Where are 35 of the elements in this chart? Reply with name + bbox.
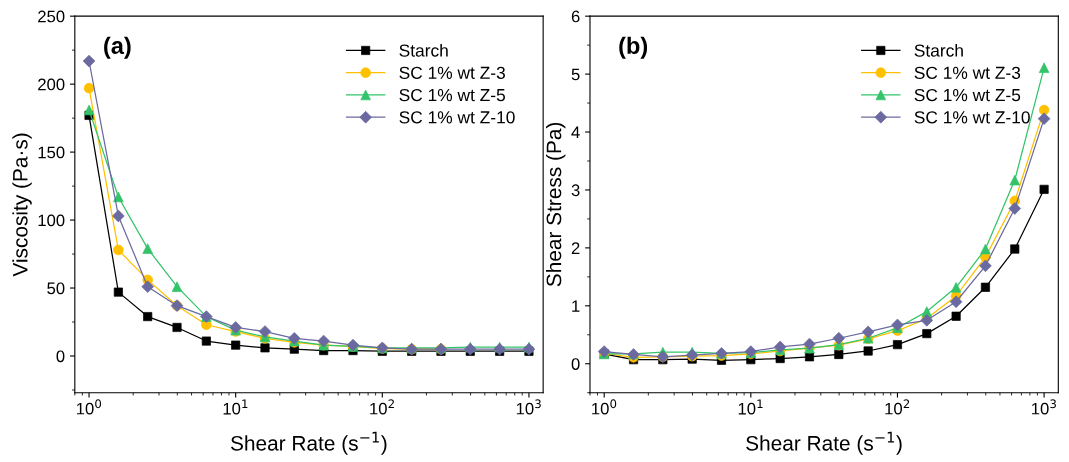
- x-axis-title: Shear Rate (s$^{−1}$): [746, 431, 902, 455]
- y-tick-label: 200: [38, 78, 65, 91]
- y-tick-label: 6: [571, 10, 580, 23]
- y-tick-label: 50: [47, 282, 65, 295]
- x-tick-label: 10$^{0}$: [76, 399, 102, 415]
- x-tick-label: 10$^{3}$: [516, 399, 541, 415]
- y-tick-label: 0: [571, 358, 580, 370]
- legend-label: SC 1% wt Z-3: [399, 66, 505, 79]
- x-tick-label: 10$^{2}$: [370, 399, 394, 415]
- y-tick-label: 0: [56, 350, 65, 363]
- y-tick-label: 250: [38, 10, 65, 23]
- x-tick-label: 10$^{1}$: [738, 399, 763, 415]
- y-tick-label: 5: [571, 68, 580, 81]
- legend-label: SC 1% wt Z-10: [914, 111, 1030, 124]
- legend-label: SC 1% wt Z-5: [914, 88, 1021, 102]
- annotation: (a): [104, 36, 131, 59]
- legend-label: SC 1% wt Z-3: [914, 66, 1021, 79]
- legend-label: Starch: [914, 43, 963, 57]
- y-axis-title: Shear Stress (Pa): [546, 122, 566, 287]
- y-tick-label: 3: [571, 184, 580, 197]
- legend-label: SC 1% wt Z-5: [399, 88, 505, 102]
- y-tick-label: 4: [571, 126, 580, 139]
- y-tick-label: 2: [571, 242, 580, 254]
- x-tick-label: 10$^{0}$: [592, 399, 617, 415]
- y-tick-label: 1: [572, 300, 580, 312]
- y-tick-label: 150: [38, 146, 65, 159]
- y-tick-label: 100: [38, 214, 65, 227]
- x-tick-label: 10$^{2}$: [885, 399, 910, 415]
- annotation: (b): [619, 36, 648, 59]
- x-axis-title: Shear Rate (s$^{−1}$): [230, 431, 387, 455]
- x-tick-label: 10$^{3}$: [1032, 399, 1056, 415]
- legend-label: SC 1% wt Z-10: [399, 111, 515, 124]
- legend-label: Starch: [399, 43, 448, 57]
- y-axis-title: Viscosity (Pa·s): [12, 133, 32, 277]
- x-tick-label: 10$^{1}$: [223, 399, 248, 415]
